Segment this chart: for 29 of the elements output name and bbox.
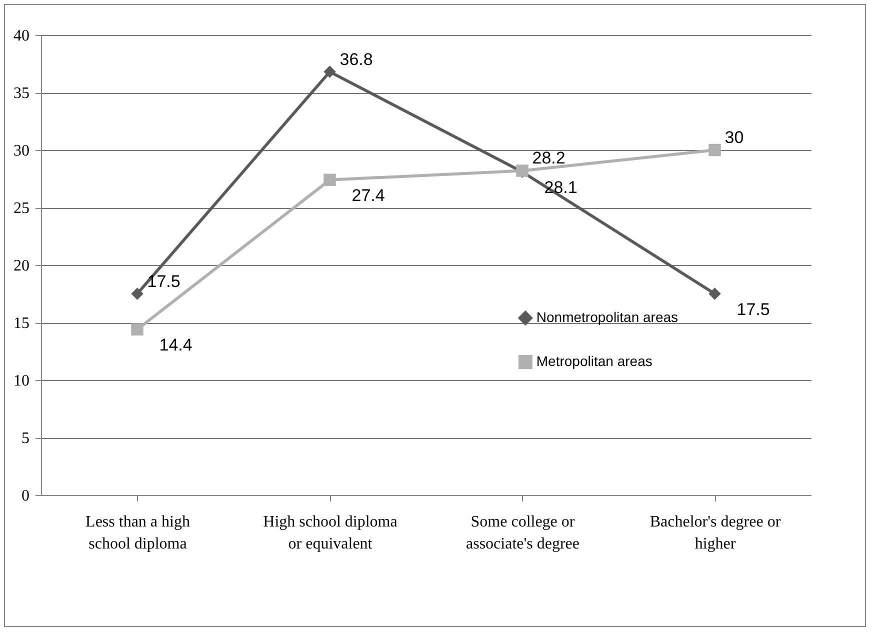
y-tick-label: 5 (22, 430, 30, 447)
y-tick-label: 0 (22, 488, 30, 504)
point (324, 174, 336, 186)
legend-label: Nonmetropolitan areas (536, 309, 678, 325)
x-tick-label: Some college or associate's degree (466, 514, 580, 552)
y-tick-label: 35 (14, 85, 30, 102)
point (131, 288, 144, 300)
data-label: 17.5 (736, 300, 770, 319)
x-tick-label: High school diploma or equivalent (263, 514, 398, 552)
y-tick-label: 15 (14, 315, 30, 332)
data-label: 36.8 (340, 50, 373, 69)
point (708, 144, 721, 156)
y-tick-label: 10 (14, 372, 30, 390)
data-label: 28.2 (532, 148, 566, 168)
x-tick-label: Less than a high school diploma (86, 514, 190, 552)
data-label: 28.1 (544, 178, 578, 197)
y-tick-label: 20 (14, 258, 30, 274)
data-label: 17.5 (147, 272, 180, 291)
y-tick-label: 40 (14, 28, 30, 44)
point (131, 323, 144, 336)
data-label: 14.4 (159, 335, 192, 354)
data-label: 30 (724, 128, 744, 147)
y-tick-label: 25 (14, 200, 30, 217)
point (324, 66, 336, 78)
x-tick-label: Bachelor's degree or higher (650, 514, 782, 552)
data-label: 27.4 (352, 186, 385, 205)
point (708, 288, 721, 300)
y-tick-label: 30 (14, 142, 30, 160)
legend-label: Metropolitan areas (536, 353, 652, 369)
